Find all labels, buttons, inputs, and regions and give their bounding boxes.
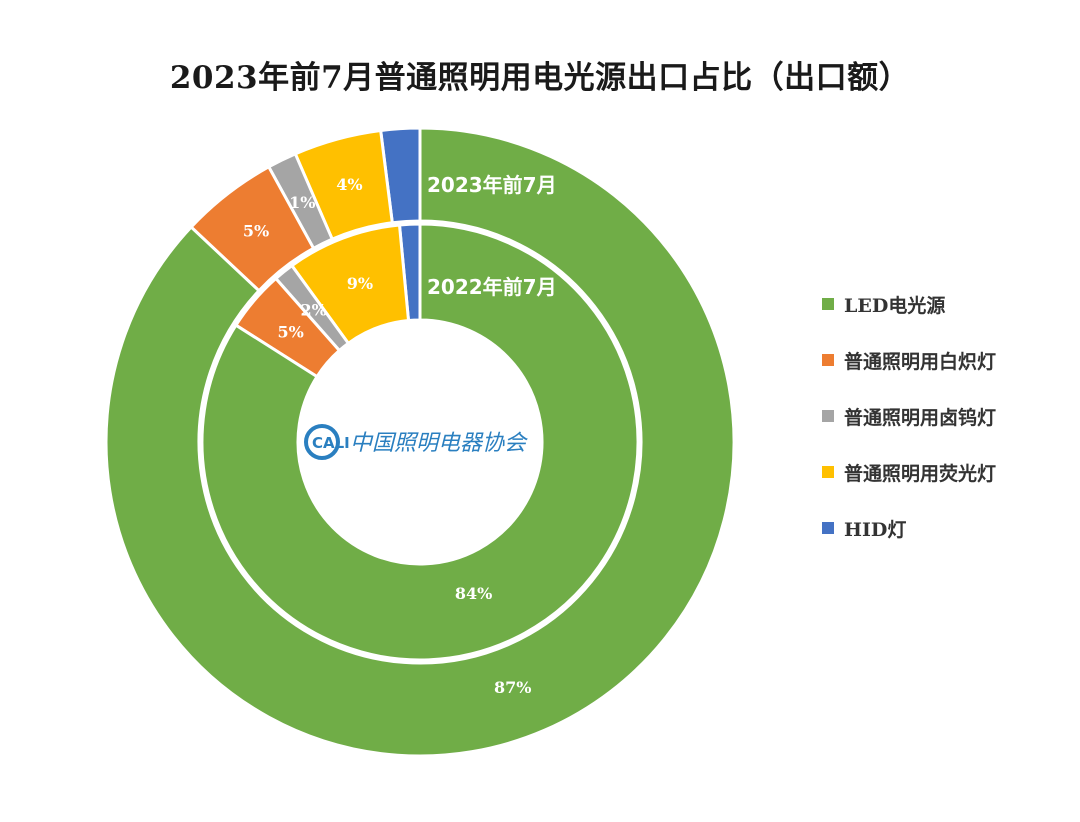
ring-label-outer: 2023年前7月 bbox=[427, 173, 557, 197]
legend-swatch bbox=[822, 410, 834, 422]
slice-inner-0 bbox=[200, 222, 640, 662]
slice-outer-3 bbox=[293, 128, 394, 242]
data-label-outer-1: 5% bbox=[243, 222, 269, 241]
logo-ring-icon bbox=[304, 424, 340, 460]
legend-label: 普通照明用白炽灯 bbox=[844, 350, 997, 373]
slice-outer-0 bbox=[104, 126, 736, 758]
legend-item: 普通照明用卤钨灯 bbox=[822, 388, 996, 444]
legend-label: HID灯 bbox=[844, 518, 907, 541]
legend-swatch bbox=[822, 466, 834, 478]
legend-label: LED电光源 bbox=[844, 294, 946, 317]
chart-title: 2023年前7月普通照明用电光源出口占比（出口额） bbox=[169, 60, 911, 96]
legend-item: LED电光源 bbox=[822, 276, 996, 332]
data-label-inner-3: 9% bbox=[347, 274, 373, 293]
data-label-outer-2: 1% bbox=[289, 193, 315, 212]
data-label-outer-0: 87% bbox=[494, 678, 531, 697]
legend-item: 普通照明用白炽灯 bbox=[822, 332, 996, 388]
slices-layer bbox=[104, 126, 736, 758]
slice-outer-2 bbox=[266, 151, 335, 251]
legend-swatch bbox=[822, 298, 834, 310]
ring-label-inner: 2022年前7月 bbox=[427, 275, 557, 299]
legend-label: 普通照明用荧光灯 bbox=[844, 462, 997, 485]
legend: LED电光源普通照明用白炽灯 普通照明用卤钨灯 普通照明用荧光灯 HID灯 bbox=[822, 276, 996, 556]
labels-layer: 4% 1% 5% 87% 9% 2% 5% 84% 2023年前7月 2022年前7月 bbox=[243, 173, 557, 697]
logo: CALI 中国照明电器协会 bbox=[304, 424, 528, 460]
legend-item: 普通照明用荧光灯 bbox=[822, 444, 996, 500]
slice-outer-1 bbox=[188, 164, 316, 293]
data-label-inner-0: 84% bbox=[455, 584, 492, 603]
data-label-outer-3: 4% bbox=[336, 175, 362, 194]
data-label-inner-2: 2% bbox=[301, 300, 327, 319]
data-label-inner-1: 5% bbox=[278, 323, 304, 342]
legend-item: HID灯 bbox=[822, 500, 996, 556]
logo-text: 中国照明电器协会 bbox=[350, 431, 528, 456]
slice-inner-3 bbox=[289, 223, 411, 346]
logo-mark: CALI bbox=[312, 434, 350, 452]
legend-label: 普通照明用卤钨灯 bbox=[844, 406, 997, 429]
legend-swatch bbox=[822, 354, 834, 366]
legend-swatch bbox=[822, 522, 834, 534]
slice-inner-1 bbox=[233, 276, 342, 379]
